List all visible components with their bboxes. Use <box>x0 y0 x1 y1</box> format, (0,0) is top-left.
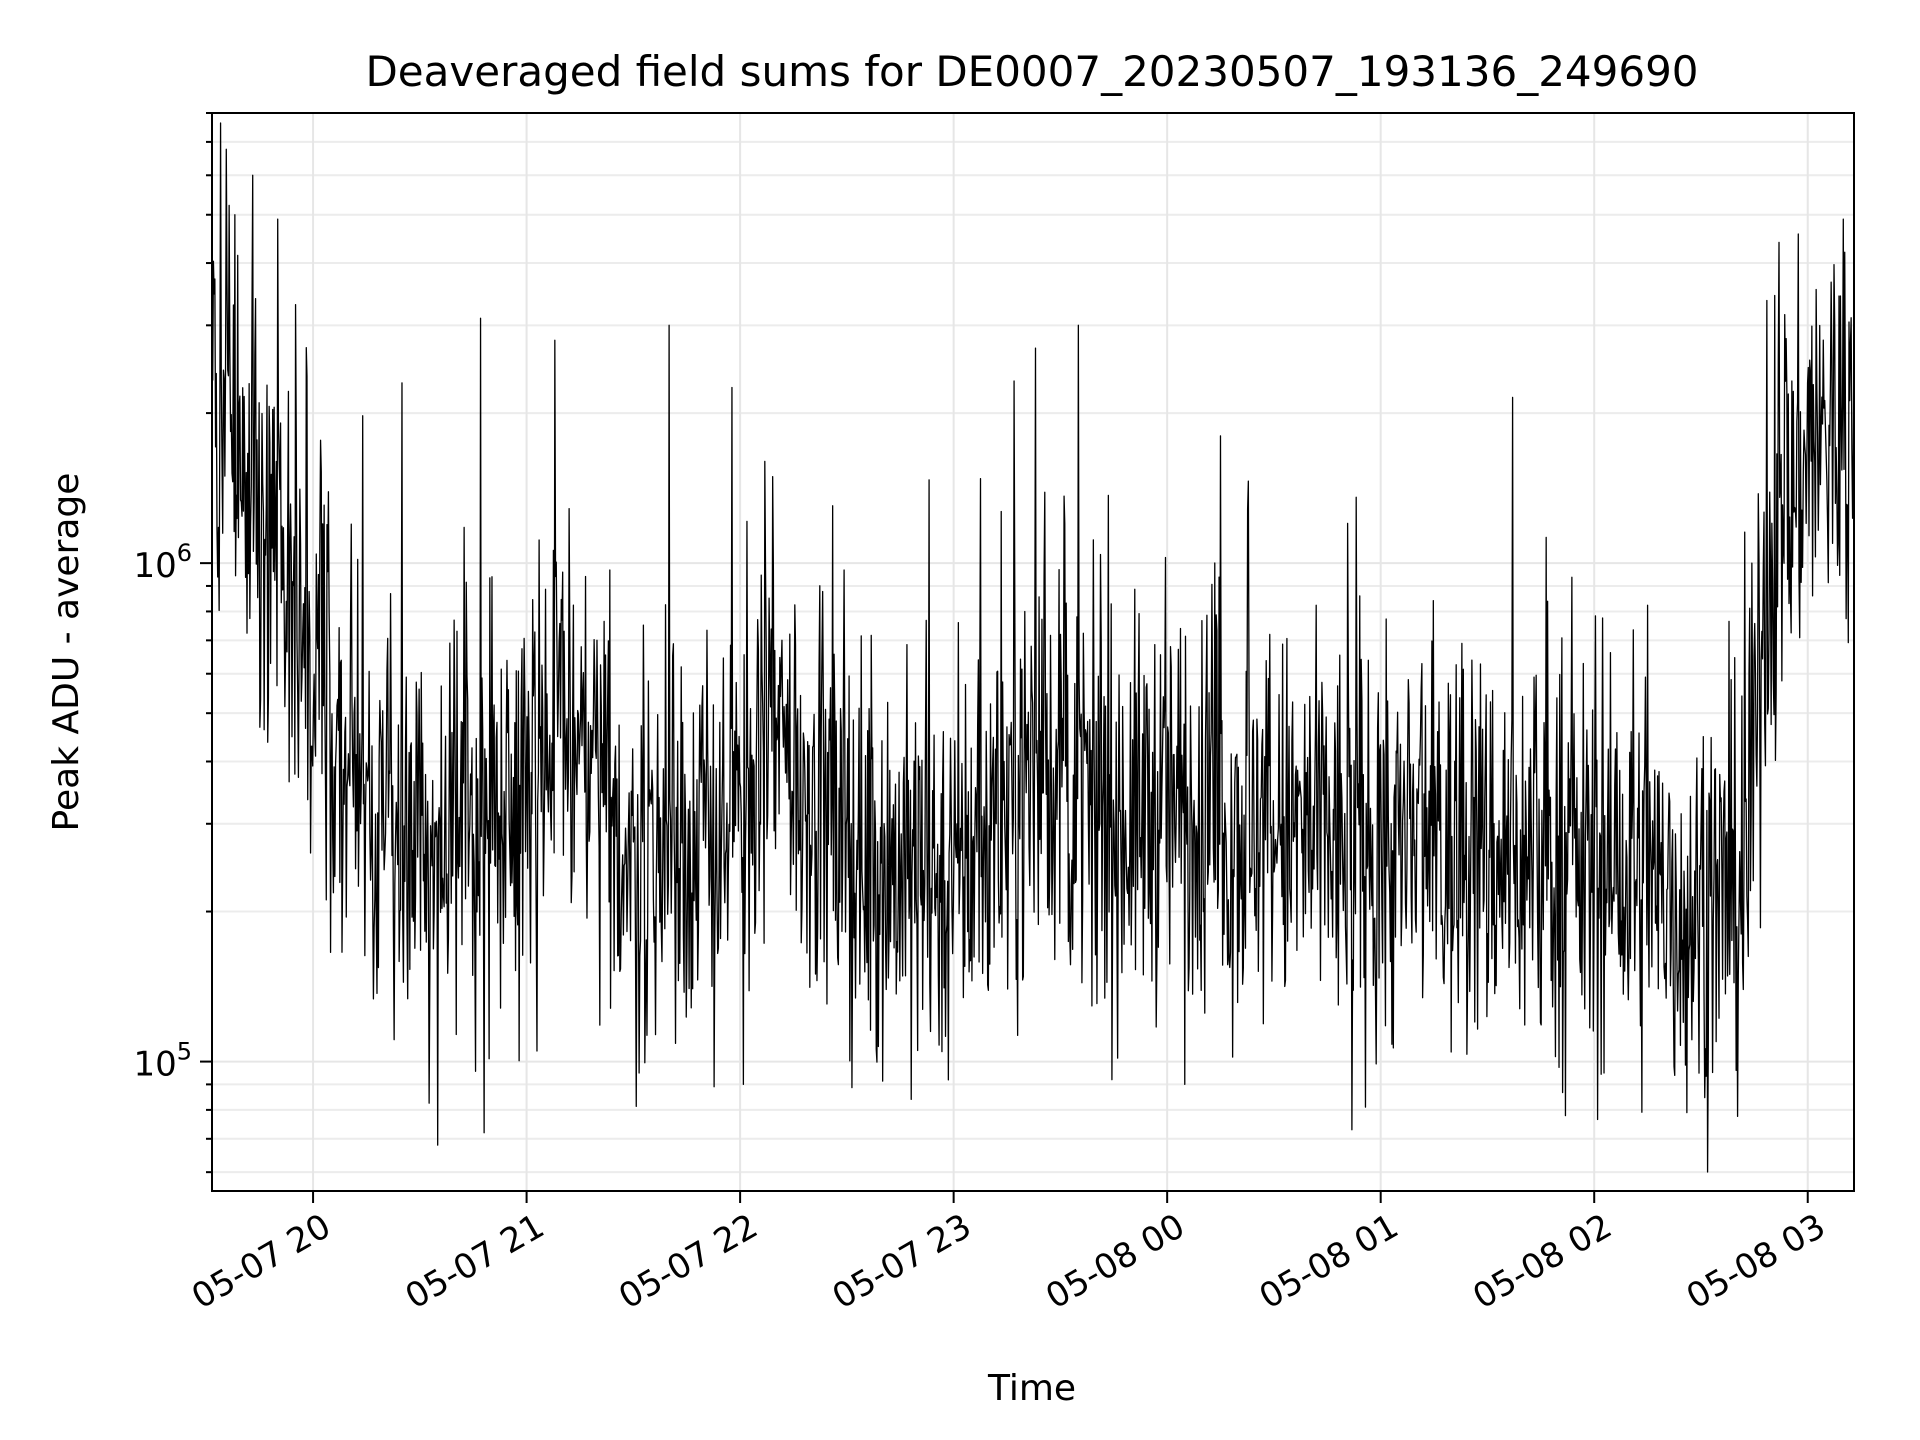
x-axis-label: Time <box>987 1368 1076 1409</box>
y-tick-label-base: 10 <box>133 546 176 586</box>
y-tick-label-exponent: 5 <box>177 1038 192 1066</box>
y-axis-label: Peak ADU - average <box>46 473 87 832</box>
grid-lines <box>212 112 1854 1191</box>
y-tick-label: 106 <box>133 539 192 586</box>
y-tick-label: 105 <box>133 1038 192 1085</box>
y-tick-label-exponent: 6 <box>177 539 192 567</box>
series-layer <box>211 122 1855 1173</box>
y-tick-label-base: 10 <box>133 1045 176 1085</box>
chart-title: Deaveraged field sums for DE0007_2023050… <box>365 47 1698 96</box>
plot-frame <box>211 112 1855 1192</box>
series-line <box>211 122 1855 1173</box>
